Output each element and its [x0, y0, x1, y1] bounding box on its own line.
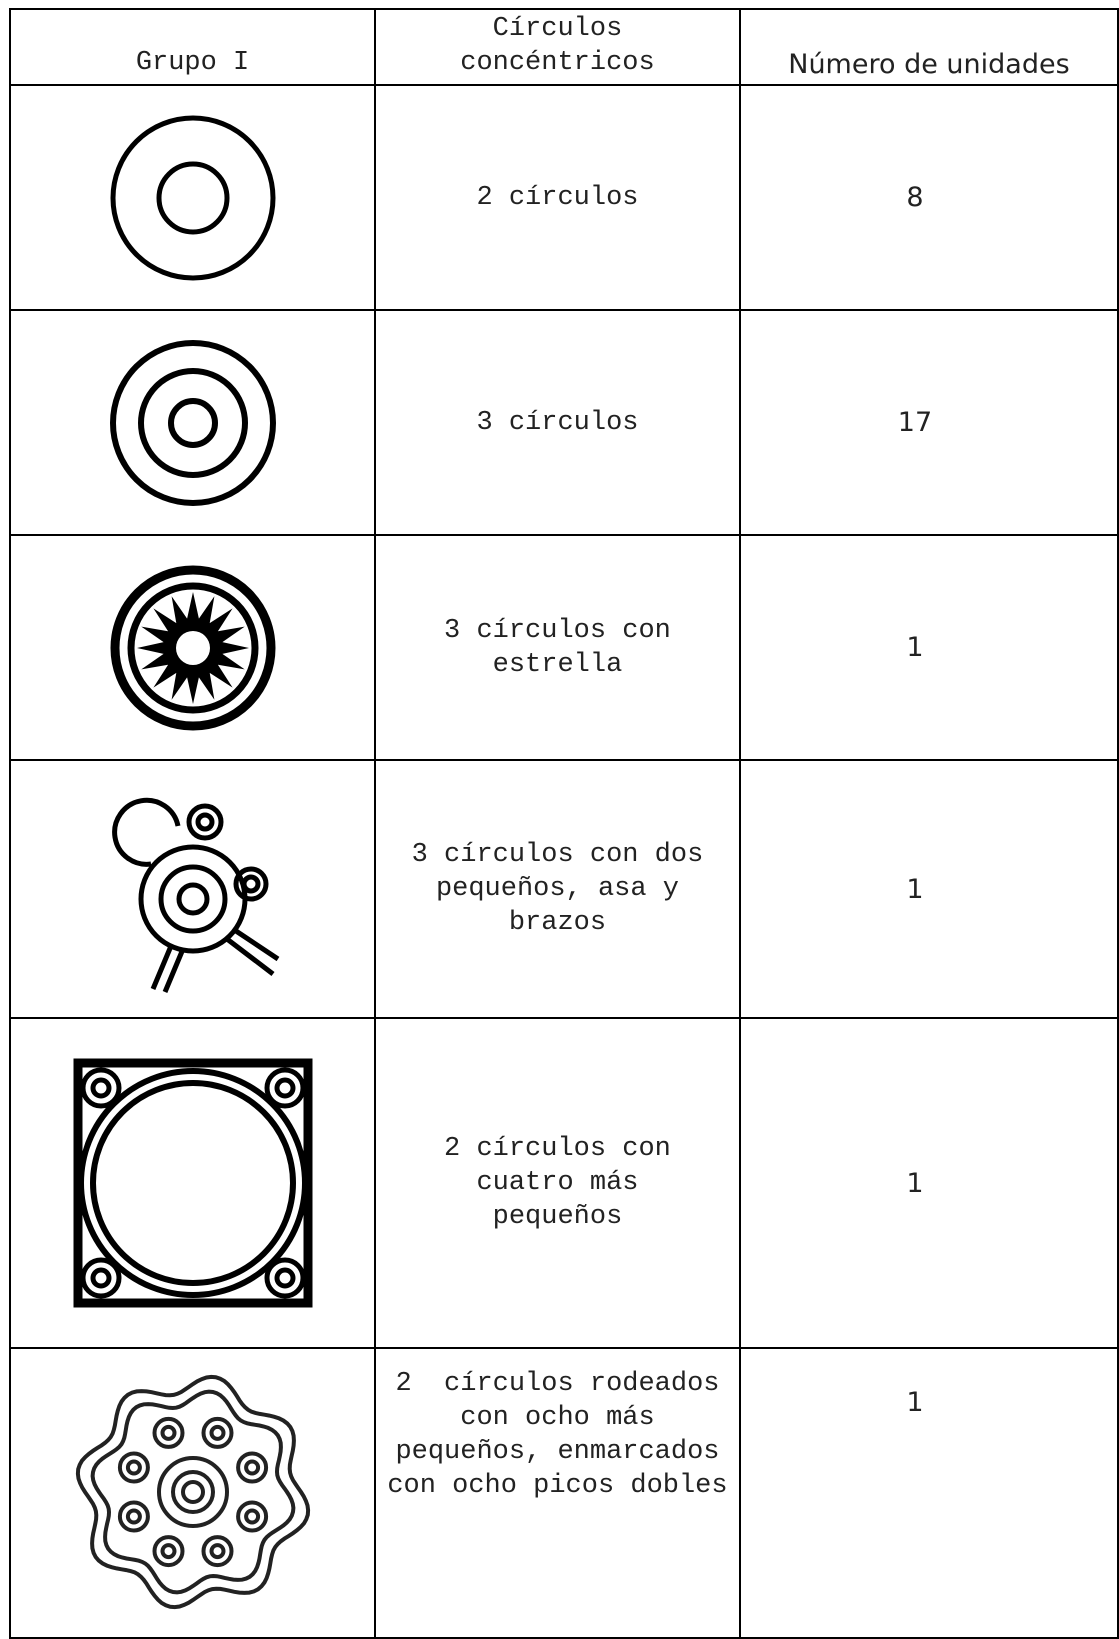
- description: 3 círculos: [476, 407, 639, 438]
- description: 2 círculos con cuatro más pequeños: [444, 1134, 688, 1232]
- row: 2 círculos rodeados con ocho más pequeño…: [8, 1347, 1119, 1639]
- icon-cell: [8, 534, 377, 761]
- icon-cell: [8, 1347, 377, 1639]
- icon: [75, 1374, 310, 1610]
- icon-cell: [8, 759, 377, 1019]
- icon-cell: [8, 84, 377, 311]
- description-cell: 3 círculos con estrella: [374, 534, 741, 761]
- description-cell: 2 círculos: [374, 84, 741, 311]
- description: 3 círculos con dos pequeños, asa y brazo…: [411, 840, 720, 938]
- icon: [111, 797, 279, 993]
- decoration: [209, 1543, 226, 1560]
- row: 3 círculos con dos pequeños, asa y brazo…: [8, 759, 1119, 1019]
- header-text: Círculos concéntricos: [460, 14, 655, 78]
- header-cell: Grupo I: [8, 8, 377, 86]
- icon: [110, 115, 276, 280]
- icon-cell: [8, 1017, 377, 1349]
- decoration: [235, 1451, 268, 1484]
- decoration: [117, 1451, 150, 1484]
- units: 1: [906, 873, 924, 905]
- units: 8: [906, 182, 924, 213]
- icon: [73, 1058, 313, 1308]
- decoration: [152, 1416, 185, 1449]
- units-cell: 17: [738, 309, 1119, 536]
- decoration: [160, 1543, 177, 1560]
- header-text: Número de unidades: [788, 49, 1070, 80]
- row: 2 círculos con cuatro más pequeños 1: [8, 1017, 1119, 1349]
- description-cell: 2 círculos con cuatro más pequeños: [374, 1017, 741, 1349]
- units: 1: [906, 632, 924, 663]
- decoration: [243, 1459, 260, 1476]
- description-cell: 3 círculos: [374, 309, 741, 536]
- description-cell: 3 círculos con dos pequeños, asa y brazo…: [374, 759, 741, 1019]
- description: 3 círculos con estrella: [444, 615, 688, 680]
- header-cell: Número de unidades: [738, 8, 1119, 86]
- header-cell: Círculos concéntricos: [374, 8, 741, 86]
- row: 3 círculos 17: [8, 309, 1119, 536]
- decoration: [125, 1459, 142, 1476]
- description: 2 círculos: [476, 182, 639, 213]
- decoration: [209, 1424, 226, 1441]
- icon: [109, 339, 276, 506]
- header-row: Grupo I Círculos concéntricos Número de …: [8, 8, 1119, 86]
- units: 1: [906, 1167, 924, 1199]
- row: 3 círculos con estrella 1: [8, 534, 1119, 761]
- units: 17: [897, 407, 933, 438]
- row: 2 círculos 8: [8, 84, 1119, 311]
- decoration: [152, 1535, 185, 1568]
- decoration: [117, 1500, 150, 1533]
- units-cell: 1: [738, 1017, 1119, 1349]
- decoration: [125, 1508, 142, 1525]
- decoration: [235, 1500, 268, 1533]
- units-cell: 1: [738, 759, 1119, 1019]
- decoration: [160, 1424, 177, 1441]
- table: Grupo I Círculos concéntricos Número de …: [8, 8, 1119, 1639]
- decoration: [201, 1535, 234, 1568]
- description: 2 círculos rodeados con ocho más pequeño…: [387, 1369, 736, 1501]
- units-cell: 1: [738, 1347, 1119, 1639]
- units-cell: 1: [738, 534, 1119, 761]
- units-cell: 8: [738, 84, 1119, 311]
- header-text: Grupo I: [135, 48, 250, 78]
- decoration: [243, 1508, 260, 1525]
- decoration: [201, 1416, 234, 1449]
- description-cell: 2 círculos rodeados con ocho más pequeño…: [374, 1347, 741, 1639]
- icon: [110, 565, 276, 730]
- units: 1: [906, 1387, 924, 1418]
- icon-cell: [8, 309, 377, 536]
